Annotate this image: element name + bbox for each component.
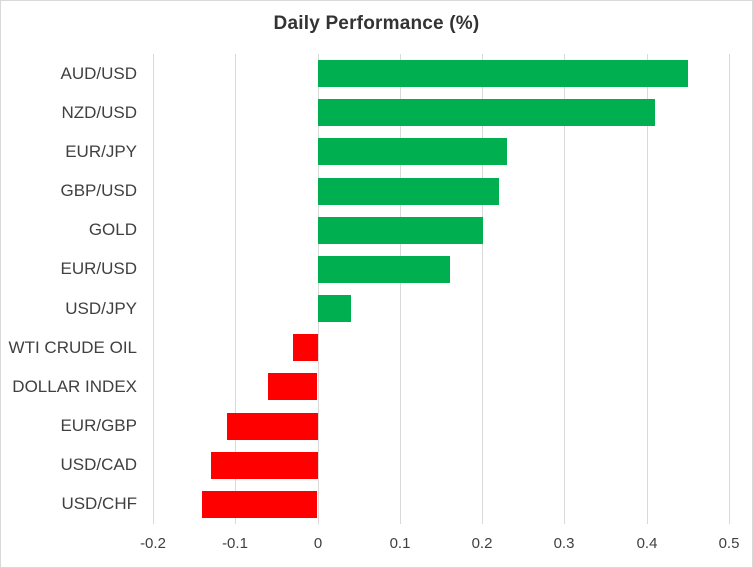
category-label: USD/JPY [65, 299, 137, 318]
bar-eur-usd [318, 256, 450, 283]
plot-area [153, 54, 730, 524]
x-tick-label: -0.2 [140, 535, 166, 552]
bar-usd-chf [202, 491, 317, 518]
category-label: USD/CHF [61, 494, 137, 513]
gridline [564, 54, 565, 524]
bar-dollar-index [268, 373, 317, 400]
x-tick-label: 0.1 [389, 535, 411, 552]
bar-gold [318, 217, 483, 244]
gridline [482, 54, 483, 524]
category-label: USD/CAD [60, 455, 137, 474]
category-label: EUR/JPY [65, 142, 137, 161]
gridline [729, 54, 730, 524]
category-label: GOLD [88, 220, 137, 239]
x-tick-label: 0.2 [471, 535, 493, 552]
bar-gbp-usd [318, 178, 499, 205]
bar-wti-crude-oil [293, 334, 318, 361]
x-tick-label: 0.4 [636, 535, 658, 552]
bar-eur-gbp [227, 413, 318, 440]
category-label: AUD/USD [60, 64, 137, 83]
bar-nzd-usd [318, 99, 655, 126]
category-label: GBP/USD [60, 181, 137, 200]
gridline [647, 54, 648, 524]
gridline [400, 54, 401, 524]
gridline [153, 54, 154, 524]
bar-usd-cad [211, 452, 318, 479]
x-tick-label: 0.3 [553, 535, 575, 552]
category-label: EUR/GBP [60, 416, 137, 435]
bar-usd-jpy [318, 295, 351, 322]
category-label: DOLLAR INDEX [12, 377, 137, 396]
category-label: EUR/USD [60, 259, 137, 278]
bar-aud-usd [318, 60, 688, 87]
x-tick-label: 0.5 [718, 535, 740, 552]
gridline [318, 54, 319, 524]
bar-eur-jpy [318, 138, 507, 165]
category-label: NZD/USD [61, 103, 137, 122]
chart-title: Daily Performance (%) [273, 13, 480, 34]
category-label: WTI CRUDE OIL [8, 338, 137, 357]
gridline [235, 54, 236, 524]
x-tick-label: -0.1 [222, 535, 248, 552]
x-tick-label: 0 [313, 535, 323, 552]
